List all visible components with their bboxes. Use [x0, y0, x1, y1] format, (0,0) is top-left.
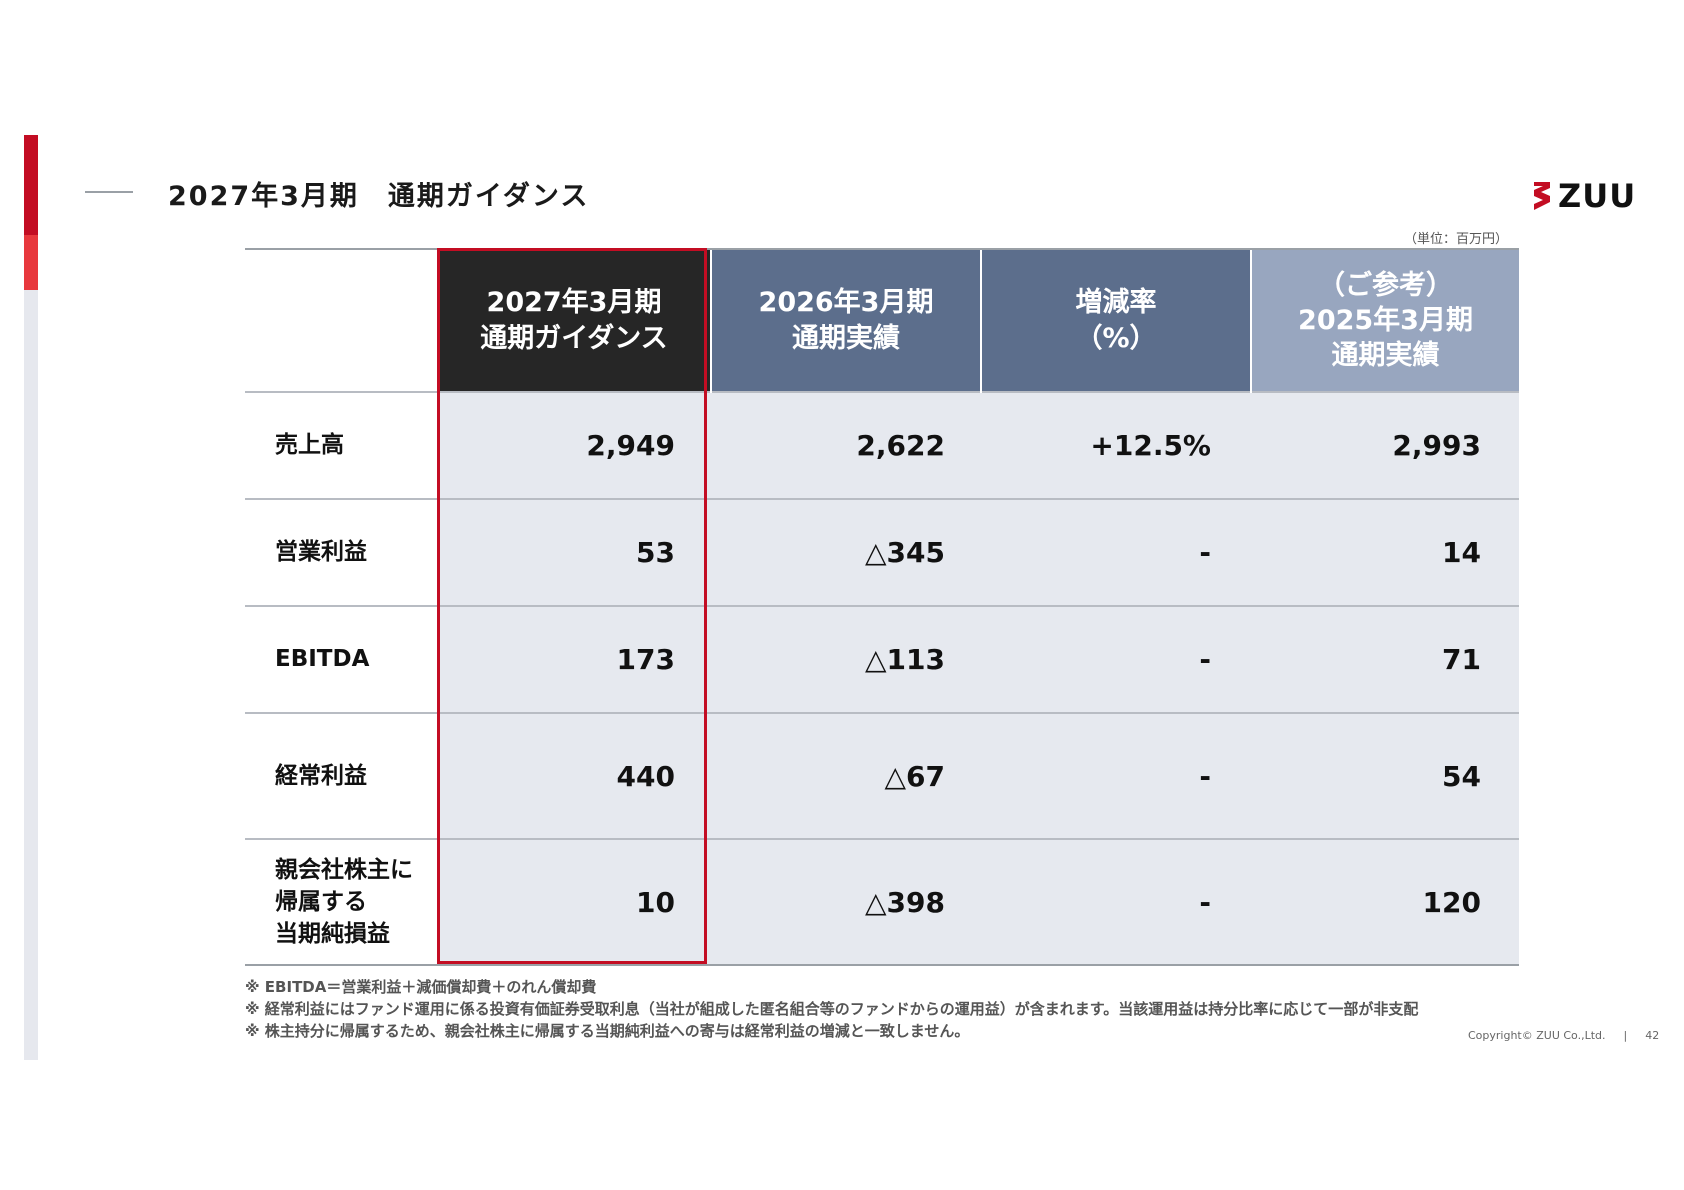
row-label: 売上高 — [245, 391, 438, 499]
logo-text: ZUU — [1558, 177, 1637, 215]
cell-2025-reference: 54 — [1251, 712, 1519, 839]
side-accent-red — [24, 135, 38, 235]
row-label: 営業利益 — [245, 498, 438, 606]
footnotes: ※ EBITDA＝営業利益＋減価償却費＋のれん償却費 ※ 経常利益にはファンド運… — [245, 976, 1418, 1042]
guidance-table: 2027年3月期 通期ガイダンス 2026年3月期 通期実績 増減率 （%） （… — [245, 248, 1519, 966]
side-accent-light-red — [24, 235, 38, 290]
header-change-rate: 増減率 （%） — [980, 248, 1251, 392]
cell-2026-actual: △67 — [711, 712, 981, 839]
cell-2026-actual: △113 — [711, 605, 981, 713]
header-corner — [245, 248, 438, 392]
page-footer: Copyright© ZUU Co.,Ltd. | 42 — [1468, 1029, 1659, 1042]
header-2025-reference: （ご参考） 2025年3月期 通期実績 — [1250, 248, 1519, 392]
cell-2027-guidance: 10 — [438, 838, 711, 966]
table-header-row: 2027年3月期 通期ガイダンス 2026年3月期 通期実績 増減率 （%） （… — [245, 248, 1519, 392]
cell-2027-guidance: 173 — [438, 605, 711, 713]
zuu-logo-mark-icon — [1534, 182, 1550, 210]
cell-change-rate: - — [981, 498, 1251, 606]
zuu-logo: ZUU — [1532, 180, 1636, 212]
cell-2027-guidance: 440 — [438, 712, 711, 839]
unit-note: （単位：百万円） — [1404, 232, 1509, 247]
cell-2025-reference: 120 — [1251, 838, 1519, 966]
row-label: 経常利益 — [245, 712, 438, 839]
cell-2025-reference: 2,993 — [1251, 391, 1519, 499]
page-title: 2027年3月期 通期ガイダンス — [168, 181, 590, 212]
cell-2025-reference: 71 — [1251, 605, 1519, 713]
table-row: EBITDA 173 △113 - 71 — [245, 605, 1519, 713]
row-label: 親会社株主に 帰属する 当期純損益 — [245, 838, 438, 966]
header-2026-actual: 2026年3月期 通期実績 — [710, 248, 981, 392]
table-row: 売上高 2,949 2,622 +12.5% 2,993 — [245, 391, 1519, 499]
footnote: ※ 経常利益にはファンド運用に係る投資有価証券受取利息（当社が組成した匿名組合等… — [245, 1000, 1419, 1018]
cell-change-rate: - — [981, 712, 1251, 839]
copyright: Copyright© ZUU Co.,Ltd. — [1468, 1029, 1606, 1042]
footer-separator: | — [1623, 1029, 1628, 1042]
cell-change-rate: - — [981, 605, 1251, 713]
side-accent-bar — [24, 135, 38, 1060]
header-2027-guidance: 2027年3月期 通期ガイダンス — [438, 248, 711, 392]
cell-2026-actual: △398 — [711, 838, 981, 966]
footnote: ※ 株主持分に帰属するため、親会社株主に帰属する当期純利益への寄与は経常利益の増… — [245, 1022, 970, 1040]
cell-2025-reference: 14 — [1251, 498, 1519, 606]
cell-2027-guidance: 53 — [438, 498, 711, 606]
cell-change-rate: +12.5% — [981, 391, 1251, 499]
footnote: ※ EBITDA＝営業利益＋減価償却費＋のれん償却費 — [245, 978, 597, 996]
table-row: 親会社株主に 帰属する 当期純損益 10 △398 - 120 — [245, 838, 1519, 966]
cell-change-rate: - — [981, 838, 1251, 966]
title-rule — [85, 191, 133, 193]
table-row: 営業利益 53 △345 - 14 — [245, 498, 1519, 606]
cell-2026-actual: △345 — [711, 498, 981, 606]
row-label: EBITDA — [245, 605, 438, 713]
cell-2026-actual: 2,622 — [711, 391, 981, 499]
cell-2027-guidance: 2,949 — [438, 391, 711, 499]
table-row: 経常利益 440 △67 - 54 — [245, 712, 1519, 839]
page-number: 42 — [1645, 1029, 1660, 1042]
